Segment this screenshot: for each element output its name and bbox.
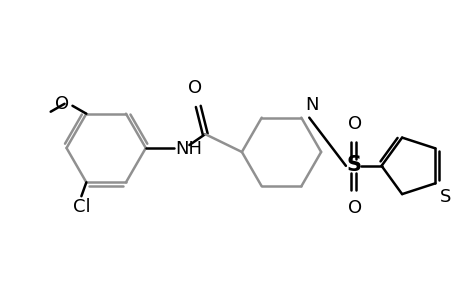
Text: Cl: Cl — [73, 198, 90, 216]
Text: O: O — [188, 79, 202, 97]
Text: N: N — [305, 96, 318, 114]
Text: S: S — [346, 155, 361, 175]
Text: S: S — [439, 188, 451, 206]
Text: O: O — [55, 95, 69, 113]
Text: O: O — [347, 199, 361, 217]
Text: O: O — [347, 115, 361, 133]
Text: NH: NH — [175, 140, 202, 158]
